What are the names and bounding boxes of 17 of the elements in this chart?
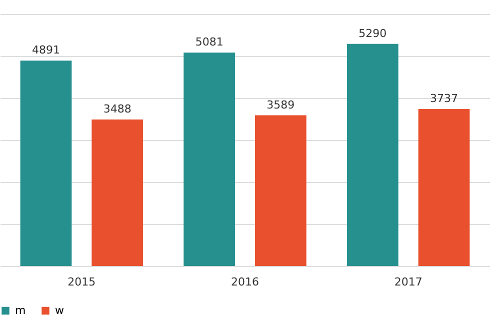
x-tick-label: 2016 <box>231 276 259 288</box>
bar <box>20 60 72 266</box>
legend-label: m <box>15 304 26 317</box>
legend-label: w <box>55 304 64 317</box>
x-tick-label: 2015 <box>68 276 96 288</box>
data-label: 5081 <box>195 36 224 49</box>
data-label: 3488 <box>103 102 132 116</box>
data-label: 4891 <box>32 44 60 57</box>
bar <box>254 115 306 266</box>
bar <box>346 44 398 266</box>
x-tick-label: 2017 <box>394 276 422 288</box>
bar <box>418 109 470 266</box>
bar <box>184 52 236 266</box>
bar <box>92 120 144 266</box>
data-label: 3589 <box>266 98 295 112</box>
data-label: 5290 <box>358 26 387 40</box>
data-label: 3737 <box>430 92 458 106</box>
